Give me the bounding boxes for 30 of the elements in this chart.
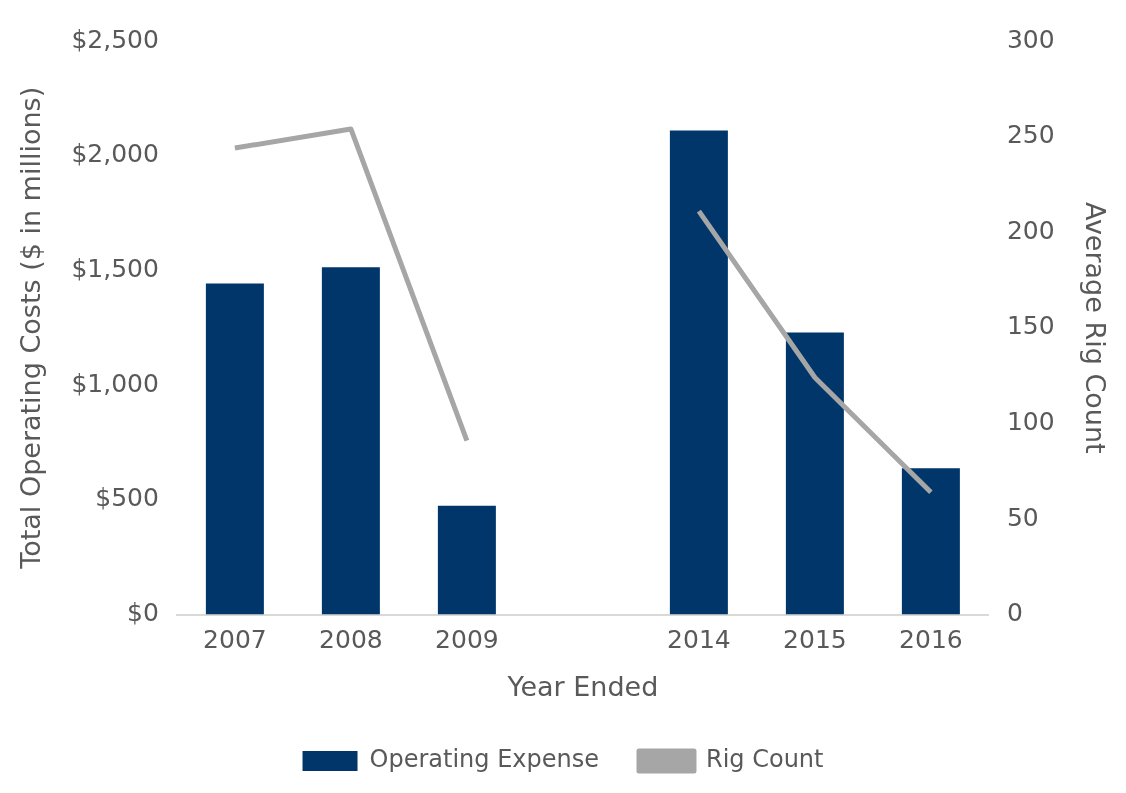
y-tick-label: $500	[95, 483, 159, 513]
x-tick-label: 2015	[783, 625, 847, 655]
x-tick-label: 2007	[203, 625, 267, 655]
y2-tick-label: 300	[1006, 24, 1055, 54]
y-axis-title: Total Operating Costs ($ in millions)	[15, 86, 47, 570]
y2-axis-title: Average Rig Count	[1079, 201, 1111, 454]
bar	[669, 130, 728, 615]
y2-tick-label: 100	[1006, 406, 1055, 436]
bar	[901, 468, 960, 615]
y-tick-label: $0	[127, 598, 159, 628]
legend-label: Rig Count	[705, 745, 824, 774]
bar	[437, 505, 496, 615]
x-axis-title: Year Ended	[506, 670, 659, 702]
x-tick-label: 2016	[899, 625, 963, 655]
bar	[321, 267, 380, 615]
bar	[785, 332, 844, 615]
y-tick-label: $1,500	[71, 253, 159, 283]
y2-tick-label: 50	[1006, 502, 1039, 532]
y-tick-label: $2,000	[71, 139, 159, 169]
y2-tick-label: 200	[1006, 215, 1055, 245]
y2-tick-label: 0	[1006, 598, 1023, 628]
x-tick-label: 2008	[319, 625, 383, 655]
x-tick-label: 2014	[667, 625, 731, 655]
y2-tick-label: 250	[1006, 120, 1055, 150]
legend-label: Operating Expense	[369, 745, 599, 774]
y-tick-label: $1,000	[71, 368, 159, 398]
y-tick-label: $2,500	[71, 24, 159, 54]
y2-tick-label: 150	[1006, 311, 1055, 341]
x-tick-label: 2009	[435, 625, 499, 655]
bar	[205, 283, 264, 615]
